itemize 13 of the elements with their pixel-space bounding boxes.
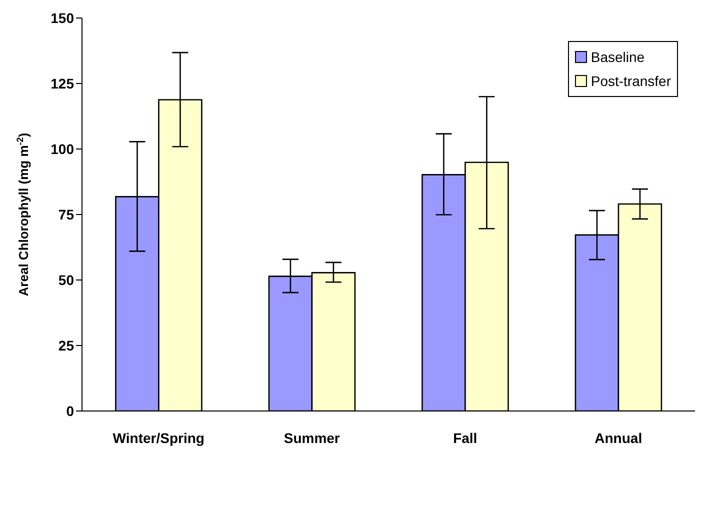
x-tick-label: Summer bbox=[284, 430, 340, 446]
y-tick-label: 50 bbox=[58, 272, 74, 288]
y-tick-label: 150 bbox=[50, 10, 74, 26]
y-tick-label: 25 bbox=[58, 337, 74, 354]
y-tick-label: 100 bbox=[50, 140, 74, 157]
x-tick-label: Annual bbox=[594, 430, 642, 446]
x-tick-label: Fall bbox=[453, 430, 478, 446]
x-tick-label: Winter/Spring bbox=[112, 430, 204, 446]
y-tick-label: 0 bbox=[66, 402, 74, 419]
y-tick-label: 125 bbox=[50, 75, 74, 92]
y-tick-label: 75 bbox=[58, 206, 74, 222]
legend-label: Baseline bbox=[590, 48, 645, 67]
legend-label: Post-transfer bbox=[590, 72, 671, 91]
